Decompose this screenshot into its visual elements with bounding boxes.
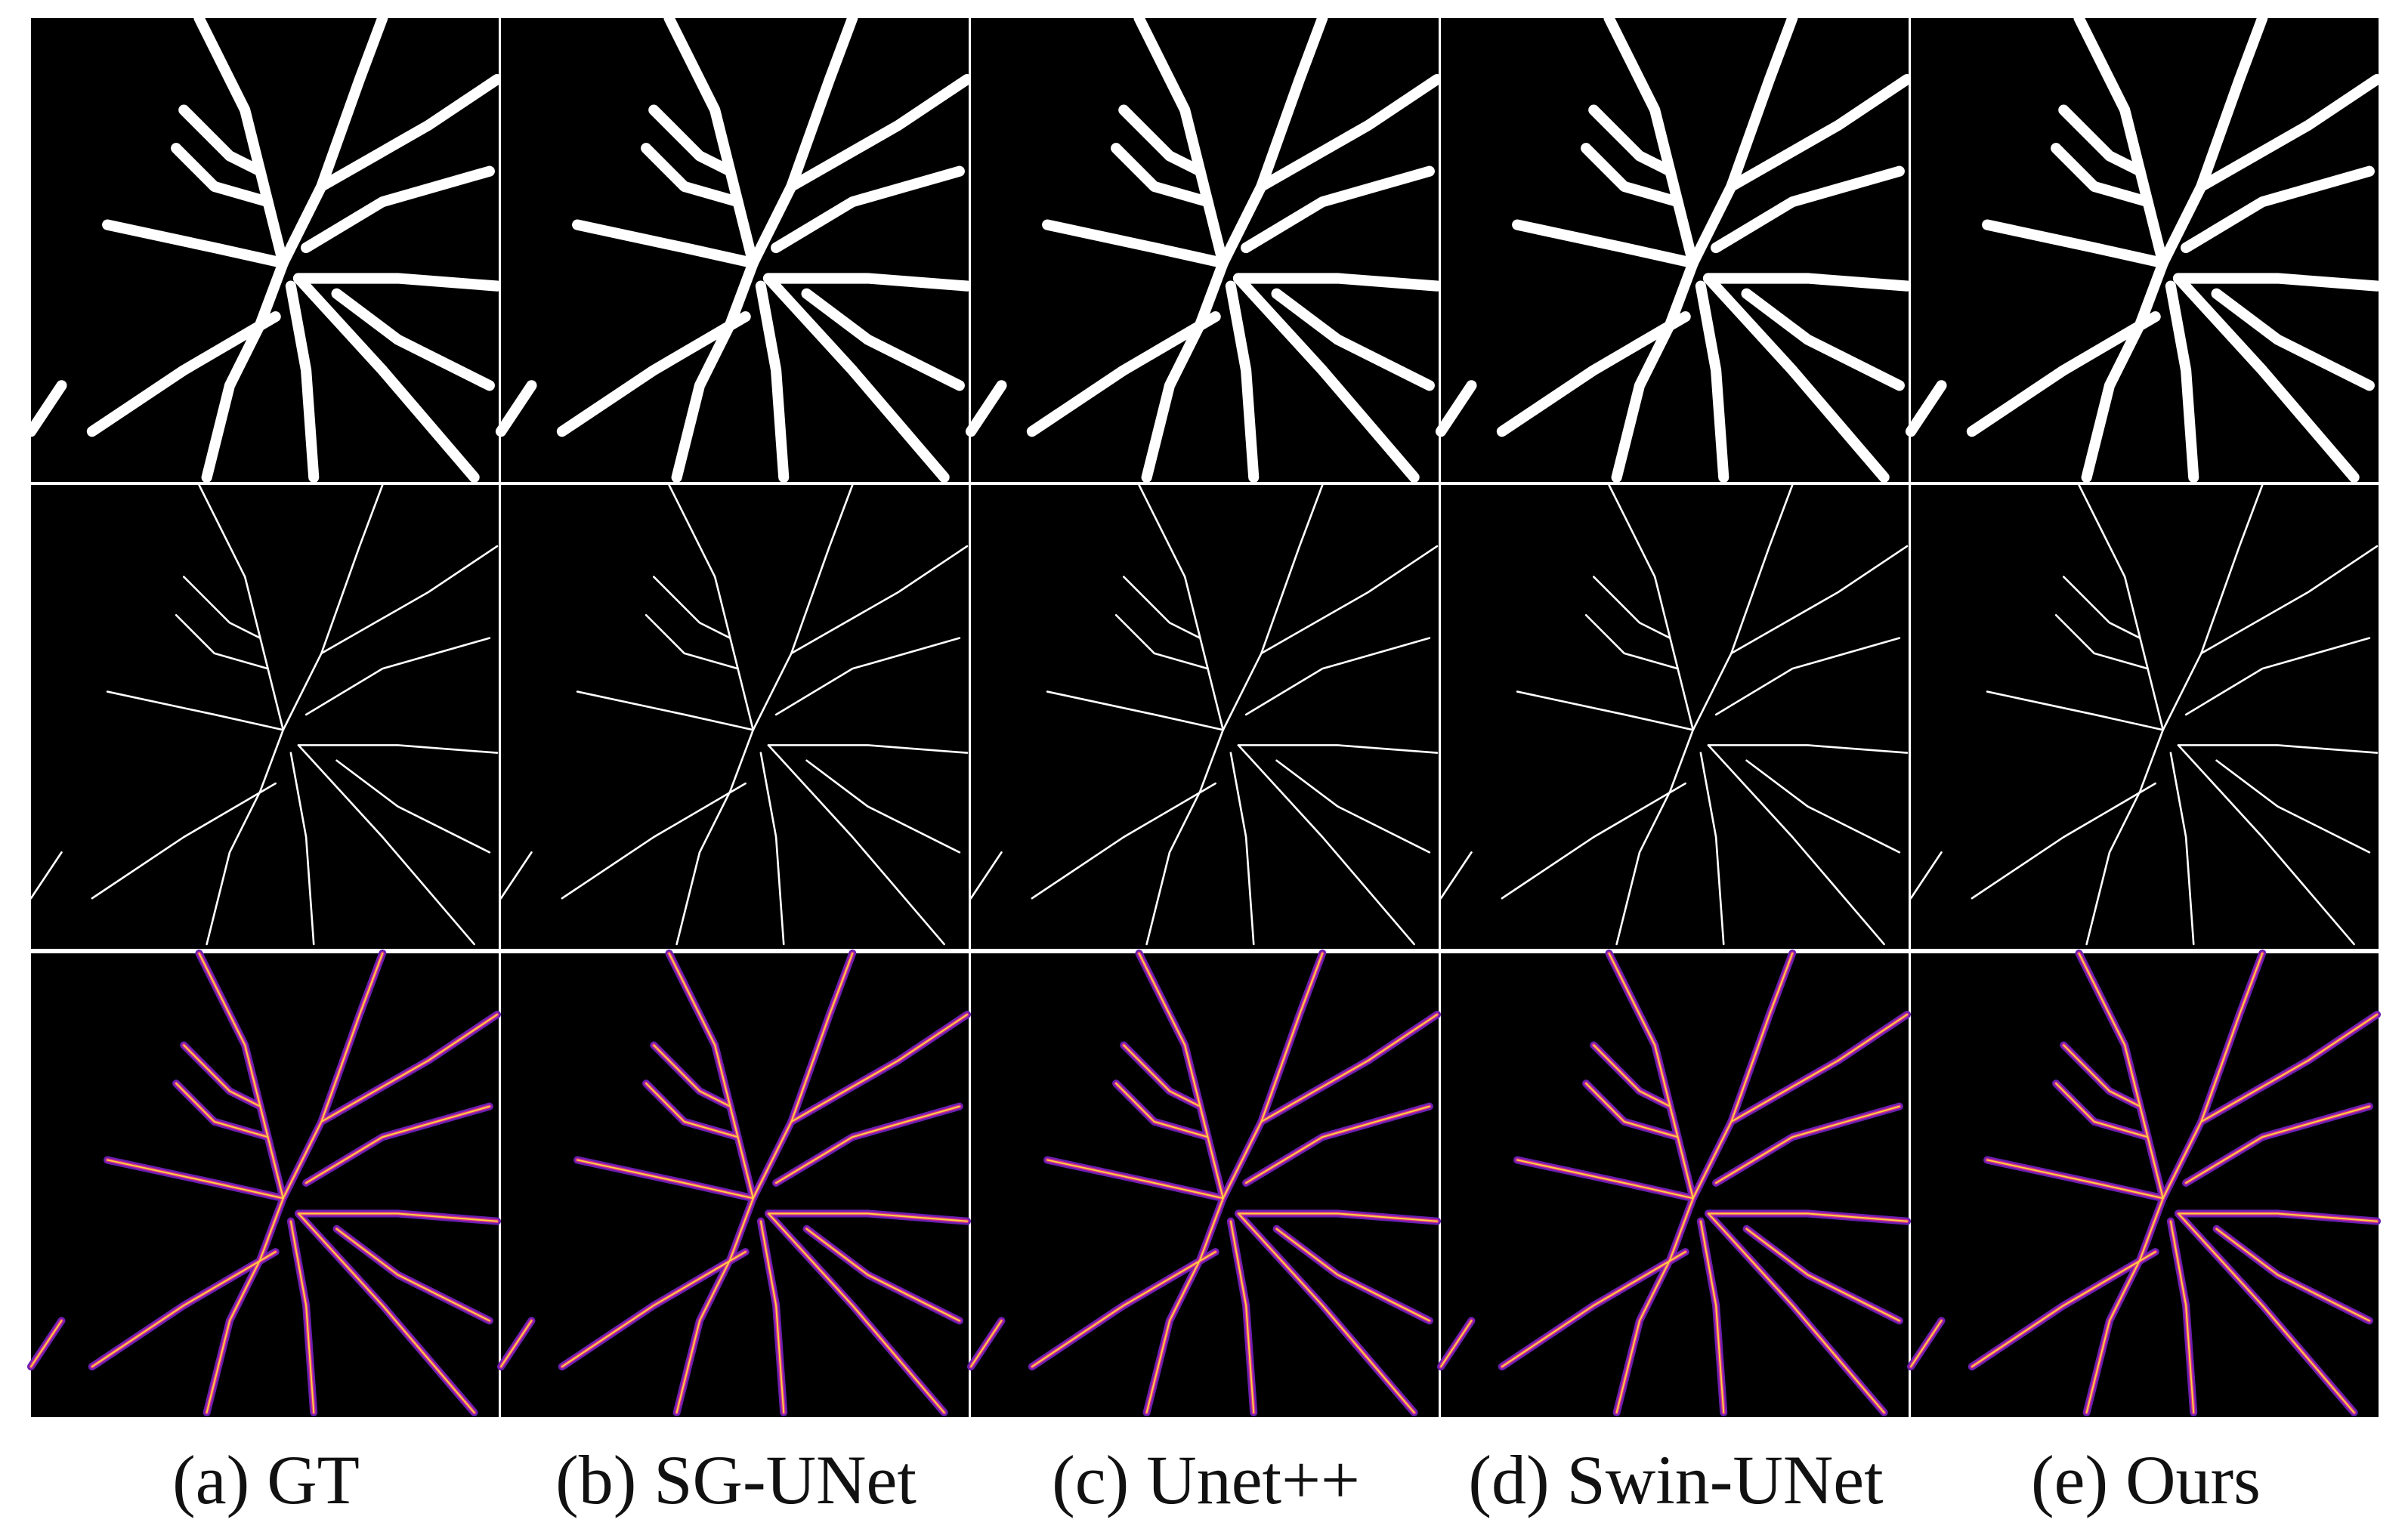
image-panel: [501, 18, 969, 482]
image-panel: [1911, 18, 2379, 482]
image-panel: [31, 18, 499, 482]
caption: (a) GT: [172, 1441, 360, 1518]
caption: (c) Unet++: [1052, 1441, 1360, 1518]
image-panel: [31, 953, 499, 1417]
image-panel: [1911, 953, 2379, 1417]
image-panel: [31, 485, 499, 949]
caption: (b) SG-UNet: [555, 1441, 917, 1518]
image-panel: [501, 485, 969, 949]
image-panel: [971, 485, 1439, 949]
image-panel: [971, 18, 1439, 482]
image-panel: [501, 953, 969, 1417]
caption: (e) Ours: [2031, 1441, 2261, 1518]
image-panel: [1441, 485, 1909, 949]
image-panel: [1441, 18, 1909, 482]
panel-grid: [31, 18, 2379, 1417]
image-panel: [971, 953, 1439, 1417]
caption: (d) Swin-UNet: [1468, 1441, 1884, 1518]
captions: (a) GT (b) SG-UNet (c) Unet++ (d) Swin-UNet…: [172, 1441, 2261, 1518]
image-panel: [1441, 953, 1909, 1417]
image-panel: [1911, 485, 2379, 949]
